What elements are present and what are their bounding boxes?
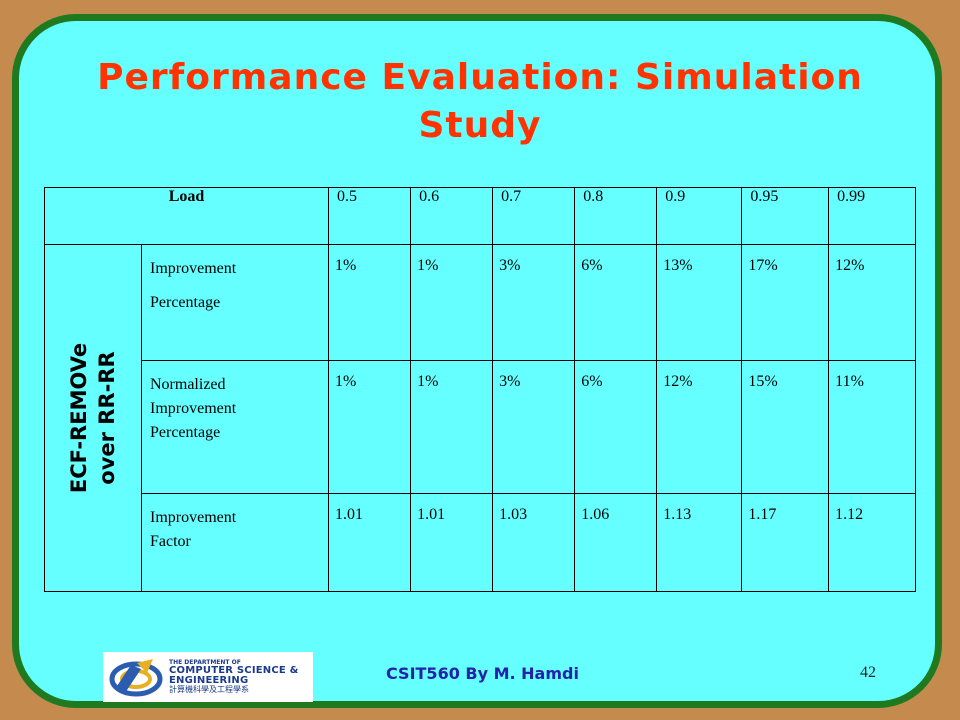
metric-label: Normalized Improvement Percentage — [141, 360, 329, 494]
table-cell: 1.06 — [574, 493, 658, 592]
department-logo: THE DEPARTMENT OF COMPUTER SCIENCE & ENG… — [103, 652, 313, 702]
side-label-line-2: over RR-RR — [95, 351, 119, 485]
load-value: 0.9 — [656, 187, 743, 245]
side-label-cell: ECF-REMOVe over RR-RR — [44, 244, 142, 592]
load-value: 0.5 — [327, 187, 412, 245]
results-table: Load 0.5 0.6 0.7 0.8 0.9 0.95 0.99 ECF-R… — [44, 187, 916, 592]
table-cell: 17% — [741, 244, 830, 361]
table-row: ECF-REMOVe over RR-RR Improvement Percen… — [44, 244, 916, 592]
table-cell: 1.13 — [656, 493, 743, 592]
metric-label: Improvement Factor — [141, 493, 329, 592]
table-cell: 15% — [741, 360, 830, 494]
side-label-line-1: ECF-REMOVe — [67, 342, 91, 494]
table-row: Improvement Factor 1.01 1.01 1.03 1.06 1… — [45, 493, 916, 592]
page-number: 42 — [860, 664, 876, 681]
table-cell: 12% — [656, 360, 743, 494]
metric-label-line: Percentage — [150, 424, 221, 441]
load-value: 0.99 — [828, 187, 916, 245]
table-cell: 1.03 — [492, 493, 576, 592]
metric-label-line: Improvement — [150, 400, 237, 417]
metric-label-line: Improvement — [150, 260, 237, 277]
title-line-1: Performance Evaluation: Simulation — [97, 57, 863, 98]
table-cell: 1.01 — [327, 493, 412, 592]
table-cell: 1% — [327, 360, 412, 494]
logo-line-2: COMPUTER SCIENCE & — [169, 665, 299, 676]
department-logo-text: THE DEPARTMENT OF COMPUTER SCIENCE & ENG… — [169, 660, 299, 694]
table-cell: 13% — [656, 244, 743, 361]
metric-label: Improvement Percentage — [141, 244, 329, 361]
department-logo-icon — [109, 659, 163, 697]
metric-label-line: Normalized — [150, 376, 226, 393]
table-cell: 1% — [327, 244, 412, 361]
load-value: 0.6 — [410, 187, 494, 245]
table-cell: 6% — [574, 244, 658, 361]
logo-line-1: THE DEPARTMENT OF — [169, 659, 241, 666]
load-value: 0.95 — [741, 187, 830, 245]
slide-title: Performance Evaluation: Simulation Study — [0, 54, 960, 150]
table-cell: 1.12 — [828, 493, 916, 592]
load-header: Load — [44, 187, 329, 245]
table-cell: 1.17 — [741, 493, 830, 592]
side-label: ECF-REMOVe over RR-RR — [65, 343, 121, 493]
footer-text: CSIT560 By M. Hamdi — [386, 664, 579, 683]
table-cell: 1.01 — [410, 493, 494, 592]
table-cell: 6% — [574, 360, 658, 494]
logo-line-4: 計算機科學及工程學系 — [169, 685, 249, 694]
load-value: 0.7 — [492, 187, 576, 245]
header-row: Load 0.5 0.6 0.7 0.8 0.9 0.95 0.99 — [44, 187, 916, 245]
table-cell: 3% — [492, 360, 576, 494]
table-cell: 1% — [410, 360, 494, 494]
metric-label-line: Factor — [150, 533, 191, 550]
metric-label-line: Percentage — [150, 294, 221, 311]
table-cell: 3% — [492, 244, 576, 361]
table-cell: 12% — [828, 244, 916, 361]
metric-label-line: Improvement — [150, 509, 237, 526]
table-cell: 1% — [410, 244, 494, 361]
table-cell: 11% — [828, 360, 916, 494]
table-row: Normalized Improvement Percentage 1% 1% … — [45, 360, 916, 494]
title-line-2: Study — [418, 105, 542, 146]
logo-line-3: ENGINEERING — [169, 675, 249, 686]
load-value: 0.8 — [574, 187, 658, 245]
